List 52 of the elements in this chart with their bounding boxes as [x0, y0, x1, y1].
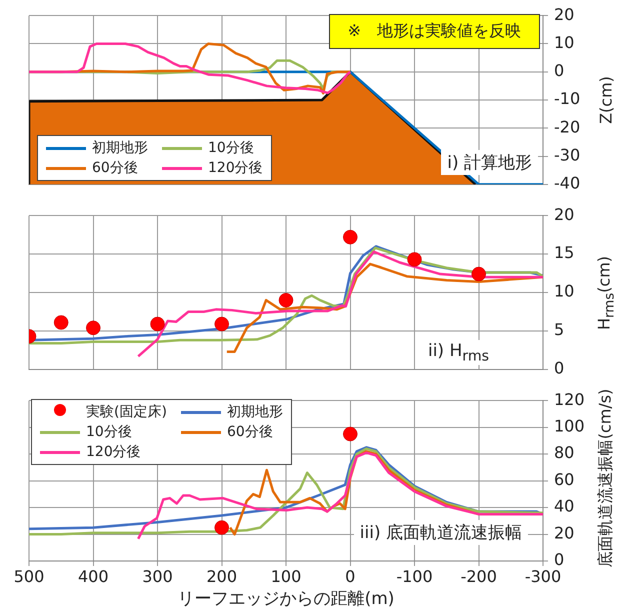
y-axis-title: Z(cm): [596, 76, 616, 124]
legend-label: 初期地形: [92, 139, 148, 157]
legend-label: 60分後: [226, 423, 273, 441]
x-tick-label: -200: [460, 566, 497, 586]
y-tick-label: -20: [554, 117, 580, 136]
point: [214, 316, 229, 332]
y-tick-label: 20: [554, 4, 574, 24]
legend-label: 実験(固定床): [86, 403, 167, 421]
point: [407, 252, 422, 267]
y-tick-label: -10: [554, 89, 580, 108]
point: [86, 320, 100, 336]
x-tick-label: 100: [270, 566, 302, 586]
y-tick-label: 40: [554, 496, 574, 516]
legend-label: 10分後: [208, 139, 254, 157]
y-tick-label: 100: [554, 416, 585, 436]
y-tick-label: 60: [554, 470, 574, 489]
y-tick-label: 0: [554, 550, 564, 570]
y-tick-label: 80: [554, 443, 574, 462]
y-tick-label: 15: [554, 243, 574, 262]
point: [54, 315, 68, 330]
legend-label: 60分後: [92, 159, 138, 177]
y-tick-label: 5: [554, 320, 564, 340]
y-tick-label: 20: [554, 523, 574, 542]
x-tick-label: -300: [524, 566, 562, 586]
y-tick-label: 20: [554, 204, 574, 224]
x-tick-label: -100: [396, 566, 433, 586]
y-tick-label: 10: [554, 282, 574, 301]
y-tick-label: 120: [554, 390, 585, 409]
point: [150, 316, 165, 332]
point: [343, 230, 358, 244]
legend-label: 120分後: [208, 159, 263, 177]
y-axis-title: 底面軌道流速振幅(cm/s): [596, 388, 616, 568]
x-tick-label: 400: [78, 566, 109, 586]
annotation: i) 計算地形: [441, 150, 538, 175]
y-tick-label: -30: [554, 145, 580, 164]
annotation: ※ 地形は実験値を反映: [328, 14, 540, 49]
y-tick-label: 10: [554, 32, 574, 52]
point: [278, 292, 294, 308]
x-tick-label: 500: [14, 566, 44, 586]
legend-label: 120分後: [86, 443, 141, 461]
legend-label: 10分後: [86, 423, 132, 441]
annotation: ii) H$_{rms}$: [422, 340, 495, 366]
x-axis-title: リーフエッジからの距離(m): [178, 589, 394, 610]
point: [472, 266, 486, 282]
x-tick-label: 0: [345, 566, 356, 586]
y-tick-label: 0: [554, 358, 564, 378]
x-tick-label: 300: [142, 566, 173, 586]
y-tick-label: -40: [554, 174, 580, 193]
legend-label: 初期地形: [226, 403, 283, 421]
y-tick-label: 0: [554, 61, 564, 80]
annotation: iii) 底面軌道流速振幅: [354, 520, 528, 545]
x-tick-label: 200: [206, 566, 238, 586]
